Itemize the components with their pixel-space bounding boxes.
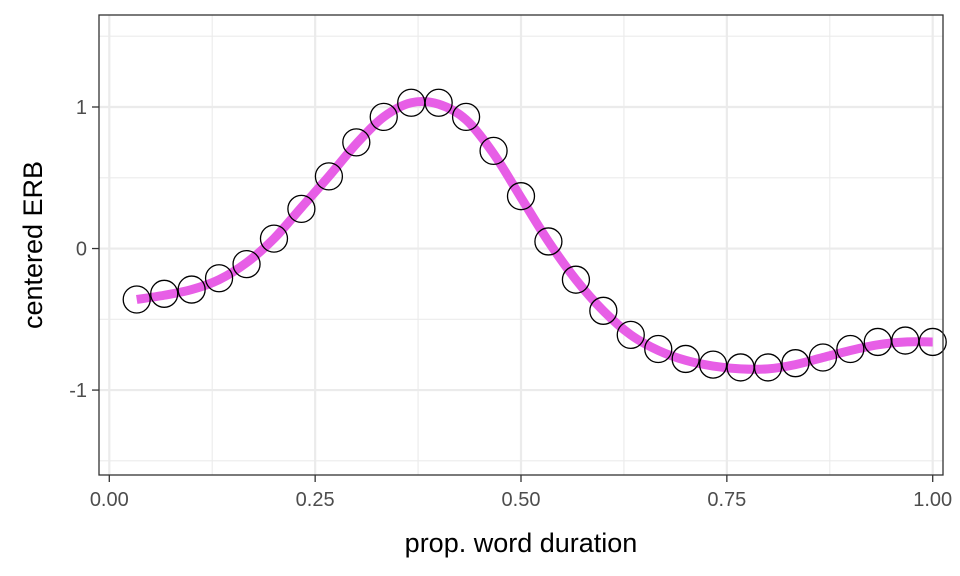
- data-point: [424, 88, 453, 117]
- data-point: [726, 353, 755, 382]
- data-point: [891, 326, 920, 355]
- data-point: [644, 334, 673, 364]
- x-axis: 0.00 0.25 0.50 0.75 1.00: [90, 475, 952, 511]
- x-tick-label: 0.75: [707, 489, 746, 511]
- data-point: [753, 353, 783, 382]
- x-tick-label: 0.50: [502, 489, 541, 511]
- x-axis-title: prop. word duration: [405, 528, 638, 558]
- data-point: [342, 128, 371, 157]
- data-point: [698, 350, 728, 379]
- x-tick-label: 0.00: [90, 489, 129, 511]
- y-tick-label: 1: [76, 97, 87, 119]
- y-axis: -1 0 1: [69, 97, 99, 402]
- data-point: [397, 88, 426, 117]
- y-tick-label: -1: [69, 380, 87, 402]
- data-point: [369, 102, 398, 132]
- data-point: [204, 264, 234, 293]
- data-point: [314, 162, 344, 191]
- x-tick-label: 0.25: [296, 489, 335, 511]
- series-line: [136, 97, 933, 374]
- data-point: [287, 194, 316, 224]
- data-point: [836, 334, 865, 364]
- data-point: [122, 285, 151, 314]
- grid: [99, 15, 943, 475]
- y-tick-label: 0: [76, 239, 87, 261]
- y-axis-title: centered ERB: [18, 161, 48, 329]
- data-point: [863, 327, 892, 357]
- data-point: [918, 327, 947, 357]
- data-point: [479, 136, 508, 166]
- series-points: [122, 88, 947, 382]
- data-point: [808, 343, 838, 372]
- smooth-line: [136, 97, 933, 374]
- data-point: [177, 275, 206, 304]
- data-point: [781, 349, 810, 378]
- data-point: [259, 224, 289, 253]
- data-point: [616, 320, 645, 350]
- data-point: [534, 227, 563, 256]
- data-point: [589, 296, 618, 325]
- data-point: [451, 102, 481, 132]
- data-point: [561, 265, 591, 294]
- x-tick-label: 1.00: [913, 489, 952, 511]
- data-point: [506, 182, 536, 211]
- data-point: [150, 279, 179, 308]
- data-point: [232, 249, 261, 279]
- data-point: [671, 344, 700, 374]
